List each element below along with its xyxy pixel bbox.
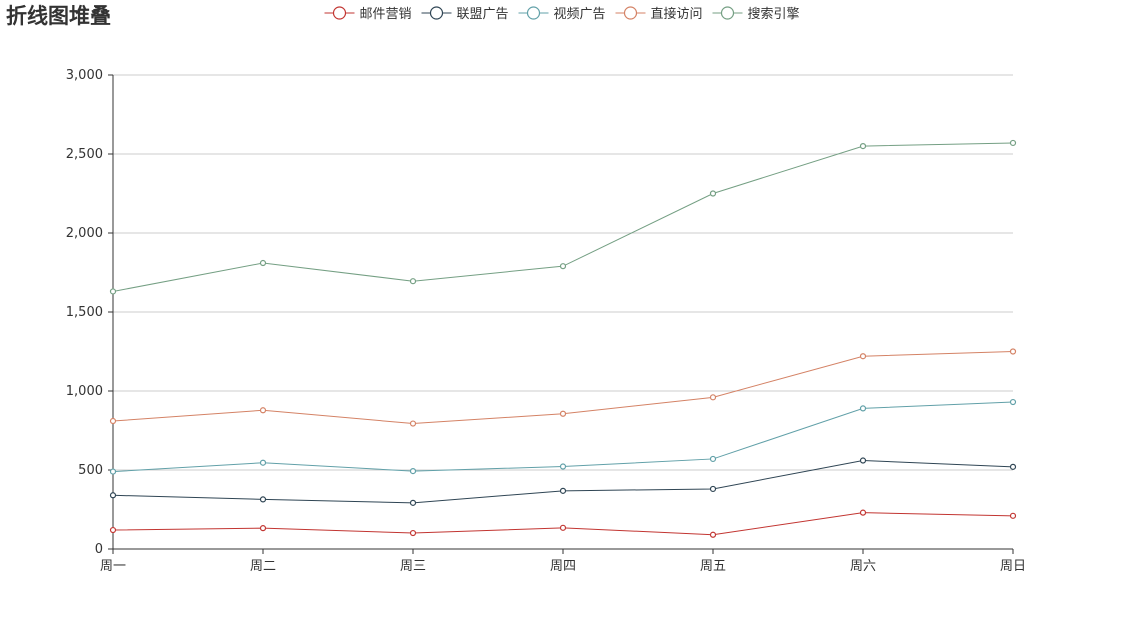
data-point[interactable] xyxy=(409,278,417,285)
y-tick-label: 2,000 xyxy=(66,226,103,241)
data-point[interactable] xyxy=(109,417,117,425)
legend-symbol-icon xyxy=(429,6,444,20)
legend-item[interactable]: 直接访问 xyxy=(615,6,703,22)
legend-item[interactable]: 联盟广告 xyxy=(421,6,509,22)
y-tick-label: 2,500 xyxy=(66,147,103,162)
legend-item[interactable]: 搜索引擎 xyxy=(712,6,800,22)
y-tick-label: 0 xyxy=(95,542,103,557)
data-point[interactable] xyxy=(709,394,717,401)
data-point[interactable] xyxy=(409,529,417,537)
data-point[interactable] xyxy=(859,353,867,360)
data-point[interactable] xyxy=(559,410,567,417)
x-tick-label: 周日 xyxy=(1000,559,1026,574)
data-point[interactable] xyxy=(409,499,417,506)
data-point[interactable] xyxy=(709,485,717,493)
data-point[interactable] xyxy=(1009,512,1017,519)
legend-symbol-icon xyxy=(526,6,541,20)
data-point[interactable] xyxy=(259,407,267,414)
legend-label: 直接访问 xyxy=(651,6,703,22)
data-point[interactable] xyxy=(409,468,417,475)
data-point[interactable] xyxy=(1009,139,1017,147)
legend-label: 邮件营销 xyxy=(360,7,412,22)
data-point[interactable] xyxy=(559,463,567,470)
data-point[interactable] xyxy=(1009,348,1017,355)
legend[interactable]: 邮件营销 联盟广告 视频广告 直接访问 搜索引擎 xyxy=(324,6,800,22)
y-tick-label: 500 xyxy=(78,463,103,478)
legend-label: 联盟广告 xyxy=(457,7,509,22)
series-line[interactable] xyxy=(112,512,1014,536)
y-tick-label: 1,000 xyxy=(66,384,103,399)
data-point[interactable] xyxy=(859,509,867,516)
data-point[interactable] xyxy=(859,457,867,464)
data-point[interactable] xyxy=(709,455,717,463)
grid-lines xyxy=(113,74,1013,471)
x-tick-label: 周四 xyxy=(550,559,576,574)
data-point[interactable] xyxy=(109,526,117,534)
legend-label: 搜索引擎 xyxy=(748,7,800,22)
series-2[interactable] xyxy=(109,457,1017,506)
series-5[interactable] xyxy=(109,139,1017,295)
legend-symbol-icon xyxy=(332,6,347,20)
chart-title: 折线图堆叠 xyxy=(6,4,111,28)
data-point[interactable] xyxy=(259,525,267,532)
data-point[interactable] xyxy=(559,487,567,494)
data-point[interactable] xyxy=(1009,398,1017,406)
data-point[interactable] xyxy=(859,143,867,150)
data-point[interactable] xyxy=(559,524,567,531)
legend-symbol-icon xyxy=(720,6,735,20)
y-tick-label: 1,500 xyxy=(66,305,103,320)
x-tick-label: 周六 xyxy=(850,559,876,574)
data-point[interactable] xyxy=(259,459,267,466)
series-1[interactable] xyxy=(109,509,1017,538)
x-tick-label: 周五 xyxy=(700,559,726,574)
legend-label: 视频广告 xyxy=(554,7,606,22)
axes: 0 500 1,000 1,500 2,000 2,500 3,000 周一 周二 周三 周四 周五 周… xyxy=(66,68,1026,574)
data-point[interactable] xyxy=(109,492,117,499)
data-point[interactable] xyxy=(709,190,717,197)
data-point[interactable] xyxy=(859,405,867,412)
x-tick-label: 周三 xyxy=(400,559,426,574)
legend-item[interactable]: 邮件营销 xyxy=(324,6,412,22)
data-point[interactable] xyxy=(1009,463,1017,470)
data-point[interactable] xyxy=(559,263,567,270)
y-tick-label: 3,000 xyxy=(66,68,103,83)
data-point[interactable] xyxy=(259,259,267,267)
legend-symbol-icon xyxy=(623,6,638,20)
series-3[interactable] xyxy=(109,398,1017,475)
data-point[interactable] xyxy=(709,531,717,538)
x-tick-label: 周二 xyxy=(250,559,276,574)
data-point[interactable] xyxy=(259,496,267,503)
data-point[interactable] xyxy=(409,420,417,427)
data-point[interactable] xyxy=(109,468,117,475)
series-4[interactable] xyxy=(109,348,1017,427)
x-tick-label: 周一 xyxy=(100,559,126,574)
data-point[interactable] xyxy=(109,288,117,295)
series-lines xyxy=(109,139,1017,538)
legend-item[interactable]: 视频广告 xyxy=(518,6,606,22)
